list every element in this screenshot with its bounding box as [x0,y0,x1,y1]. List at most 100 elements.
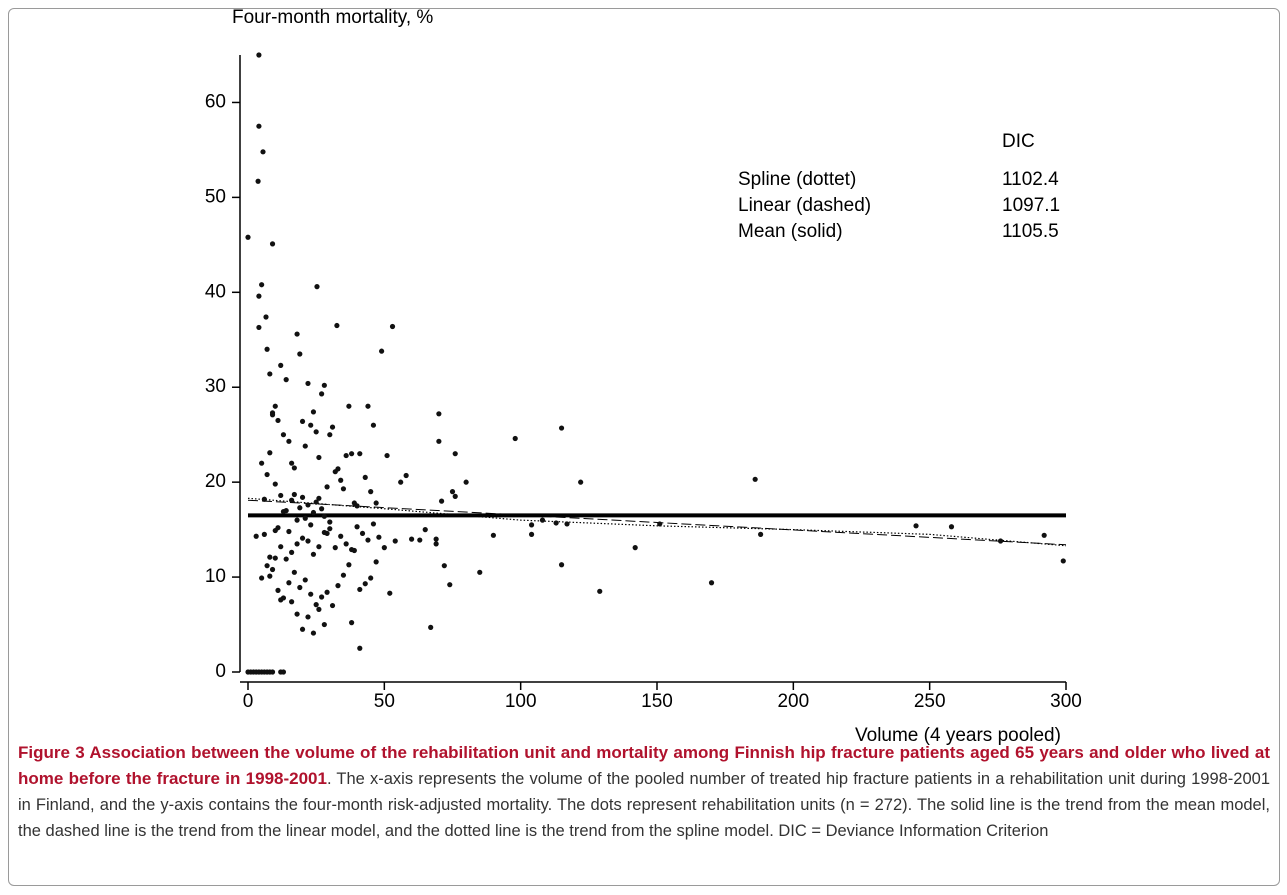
point [368,489,374,495]
x-tick-label: 100 [505,691,537,712]
point [343,541,349,547]
point [275,587,281,593]
x-tick-label: 0 [243,691,254,712]
point [528,522,535,528]
point [349,620,355,626]
point [289,549,295,555]
point [381,545,387,551]
point [256,293,262,299]
point [436,438,442,444]
figure-frame [8,8,1280,886]
point [283,377,289,383]
point [387,590,393,596]
point [286,528,292,535]
point [310,630,317,636]
point [278,492,284,499]
point [259,282,265,288]
point [422,527,428,533]
point [305,502,311,508]
point [357,451,363,457]
point [289,460,295,466]
point [305,538,311,544]
trend-line [247,499,1067,546]
point [332,545,338,551]
point [253,533,259,539]
point [299,626,306,632]
y-tick-label: 30 [205,376,226,397]
point [302,577,308,583]
point [398,479,404,485]
point [278,362,284,368]
y-tick-label: 20 [205,471,226,492]
x-tick-label: 250 [914,691,946,712]
point [294,611,300,617]
point [264,346,270,352]
point [335,583,341,589]
point [305,380,311,387]
point [321,513,327,519]
point [291,491,297,498]
point [316,544,322,550]
point [392,538,398,544]
point [564,521,570,527]
point [553,520,559,526]
point [373,559,379,565]
point [324,484,330,490]
point [313,429,319,435]
point [997,538,1004,544]
point [362,581,368,587]
point [294,517,300,523]
dic-value: 1097.1 [1002,195,1060,216]
point [272,481,278,487]
x-tick-label: 150 [641,691,673,712]
point [283,508,289,514]
point [708,580,715,586]
point [447,582,453,588]
point [433,536,439,542]
point [310,551,317,557]
point [302,443,308,449]
point [272,403,278,409]
point [558,562,565,568]
point [297,351,303,357]
point [316,606,322,612]
point [409,536,415,542]
point [310,409,317,415]
x-axis-label: Volume (4 years pooled) [855,725,1061,746]
point [558,425,565,431]
point [362,474,368,481]
point [512,435,518,442]
point [349,451,355,457]
point [321,621,327,628]
point [319,594,325,600]
point [319,506,325,512]
point [267,554,273,560]
point [597,588,603,594]
point [283,556,289,562]
dic-label: Mean (solid) [738,221,843,242]
point [452,451,458,457]
point [313,602,319,608]
point [359,530,366,537]
caption: Figure 3 Association between the volume … [18,740,1270,844]
point [334,322,340,329]
point [346,403,352,409]
point [272,555,278,561]
point [299,418,306,425]
caption-text: . The x-axis represents the volume of th… [18,770,1270,840]
point [321,529,327,536]
point [297,584,303,591]
point [291,569,297,575]
point [299,494,306,500]
point [338,477,344,483]
caption-bold: Figure 3 Association between the volume … [18,743,1270,788]
point [357,645,363,651]
dic-label: Spline (dottet) [738,169,856,190]
point [365,403,371,409]
point [259,575,265,581]
point [302,515,308,521]
point [264,471,270,478]
point [294,331,300,337]
